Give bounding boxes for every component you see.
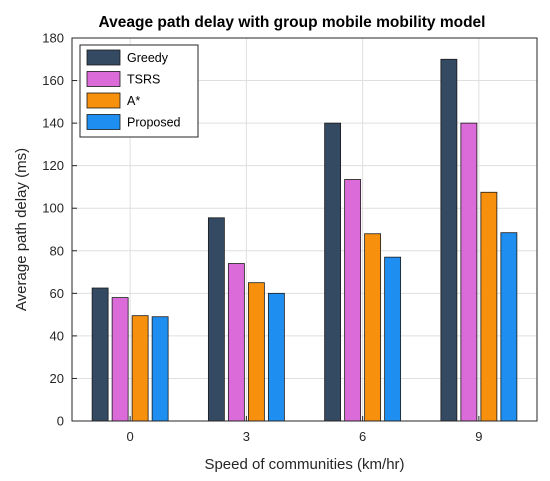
- x-axis-label: Speed of communities (km/hr): [204, 456, 404, 473]
- y-tick-label: 160: [42, 73, 64, 88]
- plot-frame: [71, 37, 538, 422]
- legend: Greedy TSRS A* Proposed: [79, 44, 199, 138]
- bars: [91, 58, 518, 422]
- y-tick-label: 120: [42, 158, 64, 173]
- x-tick-label: 0: [127, 429, 134, 444]
- bar-tsrs-3: [227, 263, 245, 422]
- bar-proposed-3: [267, 292, 285, 422]
- legend-label-tsrs: TSRS: [127, 73, 160, 87]
- bar-tsrs-0: [111, 297, 129, 422]
- legend-label-a-: A*: [127, 94, 140, 108]
- chart-title: Aveage path delay with group mobile mobi…: [99, 14, 486, 31]
- x-tick-label: 6: [359, 429, 366, 444]
- x-tick-label: 9: [475, 429, 482, 444]
- y-tick-label: 60: [50, 286, 64, 301]
- bar-a--6: [364, 233, 382, 422]
- bar-proposed-6: [384, 256, 402, 422]
- y-tick-label: 100: [42, 201, 64, 216]
- y-tick-label: 80: [50, 243, 64, 258]
- bar-greedy-3: [207, 217, 225, 422]
- x-tick-label: 3: [243, 429, 250, 444]
- y-tick-label: 0: [57, 414, 64, 429]
- bar-greedy-9: [440, 58, 458, 422]
- y-tick-label: 180: [42, 31, 64, 46]
- bar-a--3: [247, 282, 265, 422]
- legend-swatch-greedy: [86, 49, 121, 66]
- bar-greedy-6: [324, 122, 342, 422]
- bar-proposed-9: [500, 232, 518, 422]
- y-axis-label: Average path delay (ms): [13, 148, 30, 311]
- legend-label-proposed: Proposed: [127, 116, 181, 130]
- legend-label-greedy: Greedy: [127, 51, 169, 65]
- bar-tsrs-9: [460, 122, 478, 422]
- y-axis-ticks: 0 20 40 60 80 100 120 140 160 180: [42, 31, 77, 429]
- y-tick-label: 140: [42, 116, 64, 131]
- bar-greedy-0: [91, 287, 109, 422]
- bar-a--9: [480, 191, 498, 422]
- y-tick-label: 40: [50, 328, 64, 343]
- bar-a--0: [131, 315, 149, 422]
- bar-tsrs-6: [344, 179, 362, 422]
- legend-swatch-tsrs: [86, 71, 121, 87]
- x-axis-ticks: 0 3 6 9: [127, 416, 482, 444]
- legend-swatch-proposed: [86, 114, 121, 130]
- bar-proposed-0: [151, 316, 169, 422]
- y-tick-label: 20: [50, 371, 64, 386]
- legend-swatch-a-: [86, 92, 121, 109]
